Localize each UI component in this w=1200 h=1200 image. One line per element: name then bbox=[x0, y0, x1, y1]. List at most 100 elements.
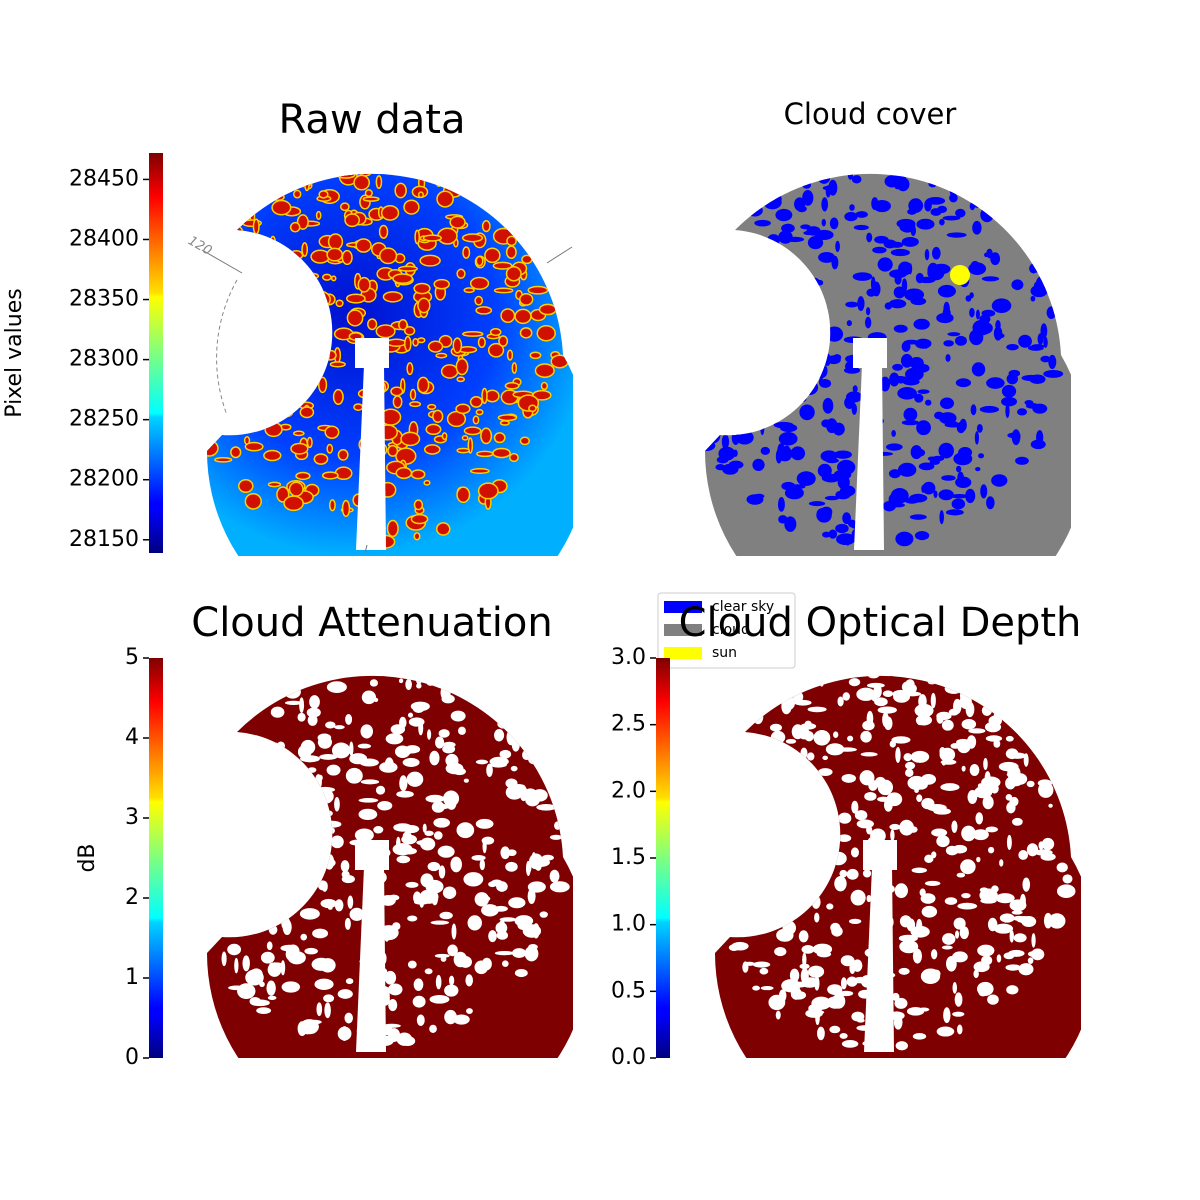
blob bbox=[777, 446, 793, 462]
blob bbox=[877, 779, 893, 796]
colorbar-tick-label: 1.0 bbox=[611, 912, 646, 937]
blob bbox=[794, 699, 812, 706]
grid-ring bbox=[216, 279, 238, 416]
legend-label: sun bbox=[712, 645, 737, 661]
blob bbox=[896, 218, 916, 229]
blob bbox=[818, 251, 836, 263]
blob bbox=[266, 941, 273, 951]
blob bbox=[360, 724, 373, 739]
blob bbox=[413, 282, 431, 295]
blob bbox=[819, 378, 832, 388]
blob bbox=[357, 743, 372, 749]
blob bbox=[1022, 877, 1031, 892]
blob bbox=[784, 516, 797, 532]
blob bbox=[327, 233, 344, 251]
blob bbox=[955, 208, 966, 218]
blob bbox=[334, 899, 344, 912]
blob bbox=[967, 790, 978, 805]
blob bbox=[796, 205, 807, 213]
blob bbox=[310, 249, 331, 264]
blob bbox=[873, 830, 885, 835]
blob bbox=[804, 731, 814, 742]
blob bbox=[330, 835, 344, 849]
blob bbox=[941, 475, 956, 481]
blob bbox=[388, 983, 403, 996]
blob bbox=[943, 340, 954, 347]
blob bbox=[400, 431, 421, 447]
blob bbox=[511, 362, 518, 374]
blob bbox=[1003, 398, 1013, 405]
blob bbox=[349, 753, 368, 765]
blob bbox=[760, 985, 774, 991]
blob bbox=[300, 933, 307, 941]
blob bbox=[417, 297, 431, 314]
blob bbox=[417, 337, 426, 344]
blob bbox=[442, 886, 457, 899]
colorbar-label: Pixel values bbox=[2, 288, 27, 417]
blob bbox=[898, 934, 918, 942]
blob bbox=[448, 975, 455, 986]
blob bbox=[344, 213, 361, 228]
blob bbox=[975, 812, 984, 825]
blob bbox=[445, 753, 459, 768]
blob bbox=[214, 457, 233, 463]
blob bbox=[804, 720, 812, 727]
blob bbox=[469, 276, 490, 290]
blob bbox=[979, 405, 1000, 413]
blob bbox=[936, 1026, 955, 1037]
blob bbox=[889, 823, 901, 831]
blob bbox=[456, 447, 471, 454]
blob bbox=[829, 217, 839, 230]
blob bbox=[1009, 930, 1014, 943]
blob bbox=[778, 989, 787, 1002]
blob bbox=[1009, 899, 1027, 912]
blob bbox=[912, 1033, 927, 1040]
blob bbox=[316, 1002, 323, 1017]
blob bbox=[477, 336, 486, 349]
blob bbox=[910, 750, 930, 763]
blob bbox=[510, 765, 518, 772]
colorbar-tick-label: 28150 bbox=[69, 527, 139, 552]
blob bbox=[775, 208, 793, 222]
blob bbox=[362, 196, 380, 202]
blob bbox=[927, 262, 939, 279]
blob bbox=[461, 233, 484, 243]
blob bbox=[392, 922, 401, 931]
blob bbox=[305, 1019, 322, 1025]
blob bbox=[798, 930, 809, 943]
blob bbox=[292, 430, 305, 437]
blob bbox=[930, 949, 938, 960]
blob bbox=[461, 435, 469, 441]
blob bbox=[1005, 964, 1021, 971]
blob bbox=[480, 427, 493, 445]
blob bbox=[899, 939, 919, 954]
blob bbox=[508, 897, 526, 909]
blob bbox=[813, 730, 831, 746]
blob bbox=[318, 190, 329, 199]
blob bbox=[493, 728, 505, 742]
mount-block bbox=[355, 840, 389, 870]
blob bbox=[475, 255, 484, 267]
blob bbox=[937, 284, 956, 298]
blob bbox=[822, 755, 828, 761]
blob bbox=[918, 1007, 930, 1012]
blob bbox=[306, 707, 321, 718]
blob bbox=[1056, 862, 1068, 873]
blob bbox=[816, 507, 832, 519]
blob bbox=[973, 961, 990, 973]
blob bbox=[910, 297, 927, 306]
blob bbox=[995, 893, 1015, 904]
blob bbox=[939, 747, 956, 762]
blob bbox=[392, 273, 414, 285]
blob bbox=[287, 951, 306, 965]
blob bbox=[413, 532, 421, 541]
blob bbox=[524, 946, 539, 962]
blob bbox=[427, 403, 437, 410]
grid-ring-spoke bbox=[546, 246, 573, 264]
blob bbox=[402, 831, 412, 842]
blob bbox=[427, 861, 441, 872]
colorbar-tick-label: 2.5 bbox=[611, 712, 646, 737]
blob bbox=[785, 738, 797, 744]
blob bbox=[314, 978, 334, 990]
blob bbox=[914, 531, 930, 541]
